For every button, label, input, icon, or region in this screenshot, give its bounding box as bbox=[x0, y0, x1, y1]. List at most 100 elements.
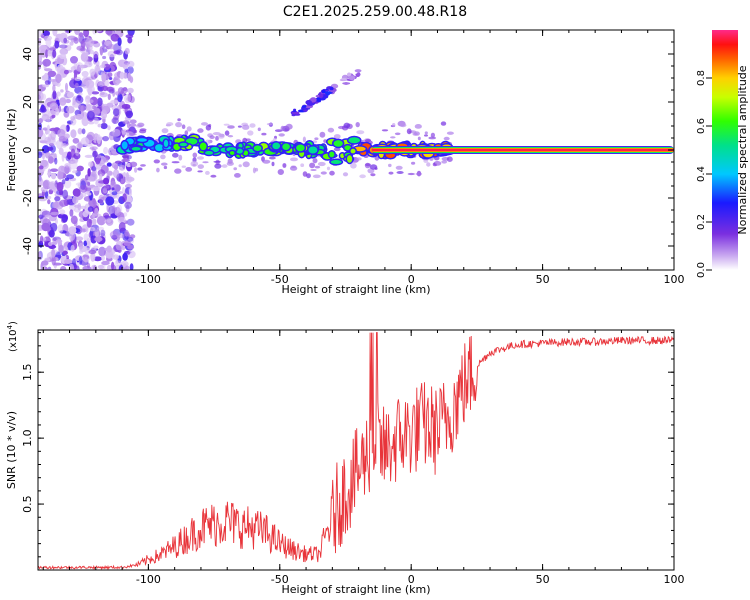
faint-blob bbox=[274, 129, 283, 133]
band-blob bbox=[308, 146, 318, 154]
noise-blob bbox=[128, 187, 132, 198]
faint-blob bbox=[184, 130, 189, 136]
noise-blob bbox=[42, 127, 48, 131]
faint-blob bbox=[178, 154, 183, 161]
x-tick-label: 100 bbox=[664, 273, 685, 286]
noise-blob bbox=[46, 124, 51, 135]
faint-blob bbox=[309, 162, 316, 169]
spectrogram-ylabel: Frequency (Hz) bbox=[5, 109, 18, 192]
noise-blob bbox=[74, 82, 79, 88]
noise-blob bbox=[70, 116, 76, 121]
noise-blob bbox=[65, 98, 71, 104]
noise-blob bbox=[50, 211, 59, 216]
noise-blob bbox=[59, 199, 68, 207]
noise-blob bbox=[99, 48, 103, 56]
noise-blob bbox=[114, 260, 122, 267]
faint-blob bbox=[365, 163, 371, 167]
noise-blob bbox=[115, 240, 124, 251]
faint-blob bbox=[174, 168, 182, 174]
faint-blob bbox=[205, 124, 212, 131]
noise-blob bbox=[39, 107, 47, 113]
noise-blob bbox=[127, 36, 133, 44]
y-tick-label: -20 bbox=[21, 189, 34, 207]
noise-blob bbox=[107, 93, 111, 101]
noise-blob bbox=[111, 187, 115, 191]
faint-blob bbox=[221, 164, 228, 168]
noise-blob bbox=[72, 137, 80, 144]
noise-blob bbox=[93, 107, 101, 115]
noise-blob bbox=[52, 30, 58, 37]
branch-blob bbox=[319, 93, 324, 98]
noise-blob bbox=[69, 145, 77, 151]
noise-blob bbox=[69, 160, 78, 170]
main-line-core bbox=[371, 149, 674, 151]
faint-blob bbox=[242, 124, 250, 130]
noise-blob bbox=[72, 188, 81, 197]
branch-blob bbox=[321, 89, 326, 94]
noise-blob bbox=[97, 264, 105, 270]
noise-blob bbox=[107, 170, 113, 176]
noise-blob bbox=[87, 168, 91, 177]
noise-blob bbox=[57, 171, 64, 180]
noise-blob bbox=[56, 139, 63, 150]
faint-blob bbox=[247, 130, 254, 136]
band-blob bbox=[199, 142, 207, 151]
noise-blob bbox=[129, 76, 134, 83]
noise-blob bbox=[112, 108, 120, 117]
noise-blob bbox=[38, 165, 44, 170]
noise-blob bbox=[38, 151, 43, 159]
faint-blob bbox=[163, 165, 168, 170]
band-blob bbox=[185, 138, 198, 145]
noise-blob bbox=[54, 157, 58, 165]
noise-blob bbox=[94, 229, 99, 238]
noise-blob bbox=[109, 230, 119, 239]
noise-blob bbox=[51, 256, 56, 266]
faint-blob bbox=[326, 166, 331, 171]
noise-blob bbox=[80, 105, 84, 112]
noise-blob bbox=[85, 227, 89, 233]
faint-blob bbox=[237, 125, 242, 128]
faint-blob bbox=[185, 167, 193, 172]
noise-blob bbox=[89, 227, 96, 232]
x-tick-label: 100 bbox=[664, 573, 685, 586]
noise-blob bbox=[41, 93, 47, 101]
noise-blob bbox=[52, 84, 56, 93]
noise-blob bbox=[124, 47, 130, 55]
noise-blob bbox=[41, 222, 50, 232]
noise-blob bbox=[47, 266, 52, 270]
noise-blob bbox=[85, 37, 94, 48]
noise-blob bbox=[54, 58, 60, 63]
faint-blob bbox=[139, 129, 147, 134]
snr-frame bbox=[37, 329, 675, 571]
noise-blob bbox=[38, 252, 41, 261]
noise-blob bbox=[123, 172, 126, 177]
noise-blob bbox=[61, 152, 65, 162]
noise-blob bbox=[45, 49, 49, 59]
noise-blob bbox=[66, 105, 75, 114]
noise-blob bbox=[103, 185, 110, 190]
faint-blob bbox=[289, 166, 298, 171]
band-blob bbox=[272, 142, 281, 150]
band-blob bbox=[205, 151, 213, 155]
noise-blob bbox=[96, 216, 106, 226]
faint-blob bbox=[320, 171, 327, 175]
noise-blob bbox=[94, 236, 103, 242]
faint-blob bbox=[166, 122, 174, 126]
faint-blob bbox=[234, 173, 241, 178]
faint-blob bbox=[213, 160, 222, 163]
faint-blob bbox=[406, 128, 412, 135]
snr-chart: -100 -50 0 50 100 0.5 1.0 1.5 Height of straigh… bbox=[5, 321, 685, 596]
noise-blob bbox=[69, 41, 74, 46]
band-blob bbox=[353, 146, 366, 152]
noise-blob bbox=[89, 190, 93, 201]
snr-multiplier-base: (x10 bbox=[8, 329, 19, 352]
band-blob bbox=[137, 138, 148, 142]
band-blob bbox=[282, 143, 290, 150]
noise-blob bbox=[93, 265, 98, 270]
faint-blob bbox=[209, 135, 215, 140]
band-blob bbox=[121, 141, 128, 150]
noise-blob bbox=[66, 174, 75, 180]
faint-blob bbox=[277, 169, 284, 175]
noise-blob bbox=[52, 90, 57, 100]
noise-blob bbox=[90, 235, 97, 244]
